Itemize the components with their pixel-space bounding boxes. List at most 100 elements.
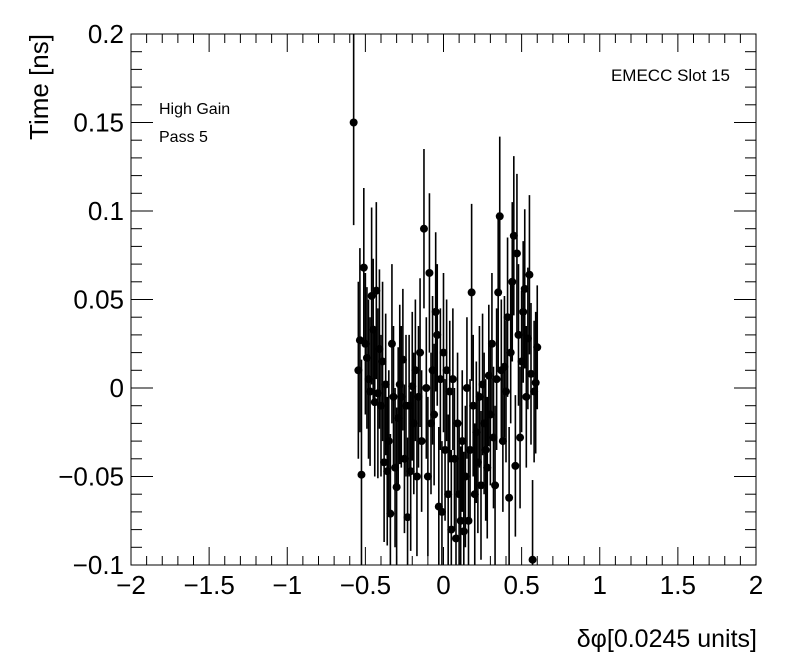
data-points-group	[349, 118, 542, 564]
data-point	[389, 392, 398, 401]
x-tick-label: 1.5	[660, 570, 696, 600]
data-point	[354, 366, 363, 375]
data-point	[498, 437, 507, 446]
data-point	[381, 380, 390, 389]
data-point	[445, 387, 454, 396]
data-point	[456, 516, 465, 525]
x-tick-label: 2	[749, 570, 763, 600]
data-point	[533, 343, 542, 352]
data-point	[349, 118, 358, 127]
data-point	[512, 249, 521, 258]
data-point	[522, 392, 531, 401]
data-point	[514, 330, 523, 339]
data-point	[386, 509, 395, 518]
y-tick-label: −0.1	[73, 550, 124, 580]
x-axis-label: δφ[0.0245 units]	[577, 625, 757, 653]
x-tick-label: −1.5	[183, 570, 234, 600]
data-point	[357, 470, 366, 479]
data-point	[391, 463, 400, 472]
data-point	[483, 463, 492, 472]
data-point	[519, 307, 528, 316]
data-point	[448, 375, 457, 384]
data-point	[433, 330, 442, 339]
data-point	[459, 527, 468, 536]
data-point	[464, 516, 473, 525]
data-point	[372, 286, 381, 295]
data-point	[466, 445, 475, 454]
data-point	[475, 392, 484, 401]
data-point	[525, 270, 534, 279]
y-tick-label: 0	[110, 373, 124, 403]
data-point	[395, 380, 404, 389]
data-point	[509, 231, 518, 240]
data-point	[511, 461, 520, 470]
data-point	[428, 366, 437, 375]
data-point	[394, 414, 403, 423]
y-axis-label: Time [ns]	[24, 34, 54, 140]
x-tick-label: 1	[593, 570, 607, 600]
data-point	[442, 366, 451, 375]
data-point	[502, 387, 510, 396]
data-point	[484, 371, 493, 380]
data-point	[364, 375, 373, 384]
data-point	[508, 277, 517, 286]
data-point	[398, 355, 407, 364]
y-tick-label: 0.1	[88, 196, 124, 226]
data-point	[452, 534, 460, 543]
data-point	[400, 454, 409, 463]
data-point	[530, 387, 539, 396]
data-point	[472, 428, 481, 437]
data-point	[447, 525, 456, 534]
y-axis-tick-labels: −0.1 −0.05 0 0.05 0.1 0.15 0.2	[58, 19, 124, 580]
data-point	[384, 437, 393, 446]
data-point	[506, 348, 515, 357]
data-point	[500, 362, 509, 371]
data-point	[486, 410, 495, 419]
data-point	[419, 224, 428, 233]
data-point	[408, 382, 417, 391]
data-point	[467, 288, 476, 297]
data-point	[473, 458, 482, 467]
y-axis-ticks	[131, 33, 756, 566]
data-point	[366, 387, 375, 396]
data-point	[375, 345, 384, 354]
data-point	[427, 419, 435, 428]
data-point	[481, 445, 490, 454]
data-point	[531, 378, 540, 387]
pass-annotation: Pass 5	[159, 129, 208, 146]
data-point	[462, 384, 471, 392]
data-point	[489, 433, 498, 442]
data-point	[491, 481, 500, 490]
data-point	[392, 483, 401, 492]
data-point	[383, 467, 392, 476]
data-point	[469, 401, 478, 410]
y-tick-label: 0.15	[73, 108, 124, 138]
data-point	[431, 307, 440, 316]
data-point	[380, 458, 389, 467]
x-tick-label: −0.5	[340, 570, 391, 600]
data-point	[369, 325, 378, 334]
x-tick-label: −1	[272, 570, 302, 600]
data-point	[461, 472, 470, 481]
data-point	[416, 348, 425, 357]
data-point	[520, 284, 529, 293]
data-point	[527, 369, 535, 378]
x-axis-ticks	[130, 34, 757, 565]
x-tick-label: 0.5	[504, 570, 540, 600]
data-point	[495, 212, 504, 221]
data-point	[439, 348, 448, 357]
data-point	[450, 454, 459, 463]
data-point	[359, 263, 368, 272]
x-tick-label: −2	[116, 570, 146, 600]
data-point	[405, 401, 414, 410]
data-point	[367, 291, 376, 300]
data-point	[503, 313, 512, 322]
y-tick-label: −0.05	[58, 462, 124, 492]
data-point	[406, 467, 415, 476]
data-point	[444, 490, 453, 499]
data-point	[397, 392, 406, 401]
gain-annotation: High Gain	[159, 101, 230, 118]
data-point	[480, 419, 489, 428]
